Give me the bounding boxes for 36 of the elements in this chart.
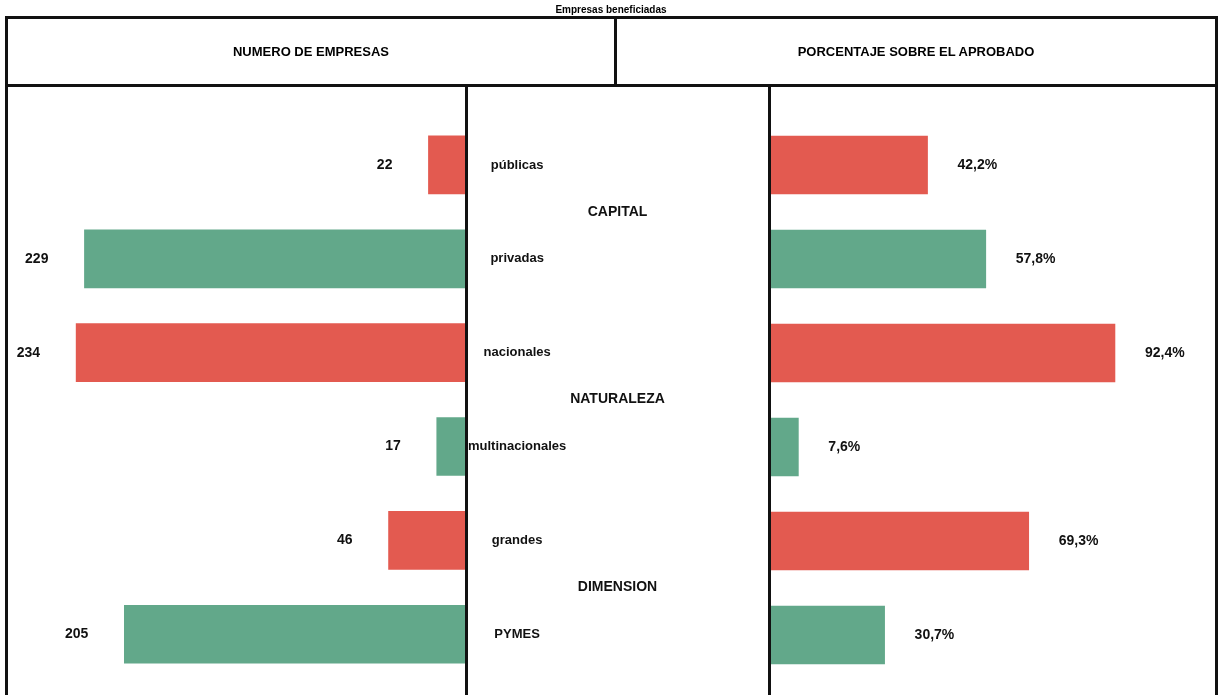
bar <box>428 135 465 195</box>
chart-title: NUMERO DE EMPRESAS <box>232 44 390 59</box>
data-label: 229 <box>25 249 49 266</box>
bar <box>770 323 1116 383</box>
text: NATURALEZA <box>570 390 665 407</box>
data-label: 234 <box>16 343 41 360</box>
text: DIMENSION <box>577 578 658 595</box>
y-tick-label: grandes <box>491 531 543 547</box>
data-label: 7,6% <box>828 437 861 454</box>
data-label: 17 <box>385 437 401 454</box>
text: CAPITAL <box>587 202 648 219</box>
data-label: 92,4% <box>1144 343 1186 360</box>
text: Empresas beneficiadas <box>554 4 668 15</box>
data-label: 69,3% <box>1058 531 1099 548</box>
bar <box>770 605 885 665</box>
data-label: 205 <box>64 625 89 642</box>
bar <box>75 323 465 382</box>
y-tick-label: nacionales <box>483 344 551 360</box>
bar <box>84 229 465 289</box>
data-label: 57,8% <box>1015 249 1057 266</box>
chart-title: PORCENTAJE SOBRE EL APROBADO <box>797 44 1035 59</box>
data-label: 46 <box>336 531 353 548</box>
y-tick-label: PYMES <box>494 625 541 641</box>
bar <box>770 511 1030 571</box>
data-label: 30,7% <box>914 625 955 642</box>
y-tick-label: públicas <box>490 156 544 172</box>
bar <box>770 417 799 477</box>
bar <box>124 604 465 664</box>
bar <box>388 511 465 570</box>
bar <box>770 229 987 289</box>
y-tick-label: multinacionales <box>468 438 567 454</box>
bar <box>436 417 465 476</box>
bar <box>770 135 928 195</box>
data-label: 22 <box>376 155 393 172</box>
data-label: 42,2% <box>957 155 998 172</box>
y-tick-label: privadas <box>490 250 544 266</box>
